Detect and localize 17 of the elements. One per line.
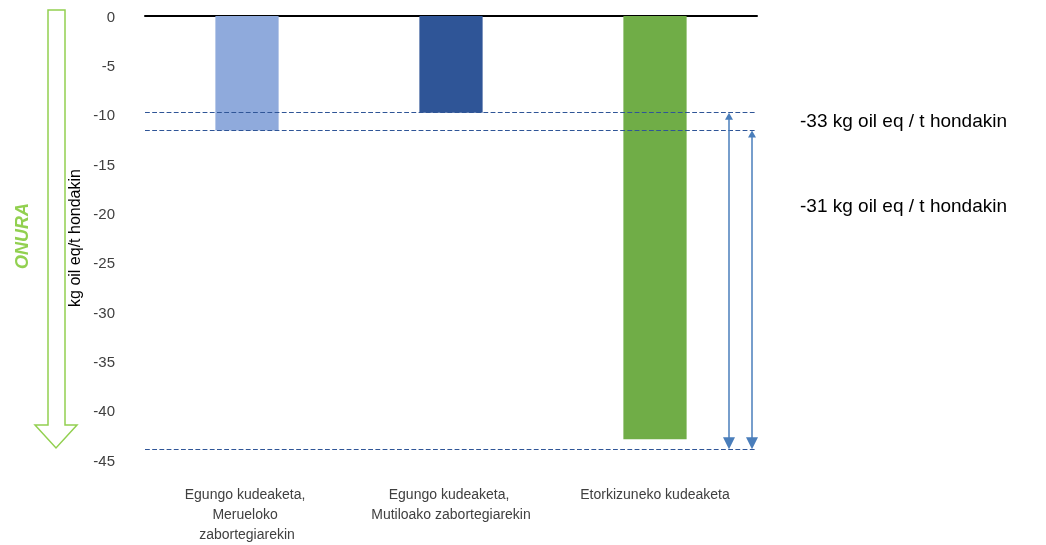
y-axis-title: kg oil eq/t hondakin: [65, 169, 83, 307]
text: -33 kg oil eq / t hondakin: [800, 109, 1008, 131]
x-tick-label: Egungo kudeaketa, Mutiloako zabortegiarekin: [371, 486, 531, 522]
text: ONURA: [12, 203, 32, 269]
y-tick-label: -35: [93, 352, 115, 370]
y-tick-label: -20: [93, 204, 115, 222]
y-tick-label: -30: [93, 303, 115, 321]
x-tick-label: Egungo kudeaketa, Merueloko zabortegiarekin: [184, 486, 310, 542]
text: -31 kg oil eq / t hondakin: [800, 195, 1008, 216]
y-tick-label: -25: [93, 254, 115, 272]
y-tick-label: -40: [93, 402, 115, 420]
y-tick-label: 0: [106, 7, 115, 25]
y-tick-label: -10: [93, 106, 115, 124]
y-tick-label: -15: [93, 155, 115, 173]
x-tick-label: Etorkizuneko kudeaketa: [580, 486, 730, 502]
y-tick-label: -45: [93, 451, 115, 469]
y-tick-label: -5: [101, 56, 115, 74]
